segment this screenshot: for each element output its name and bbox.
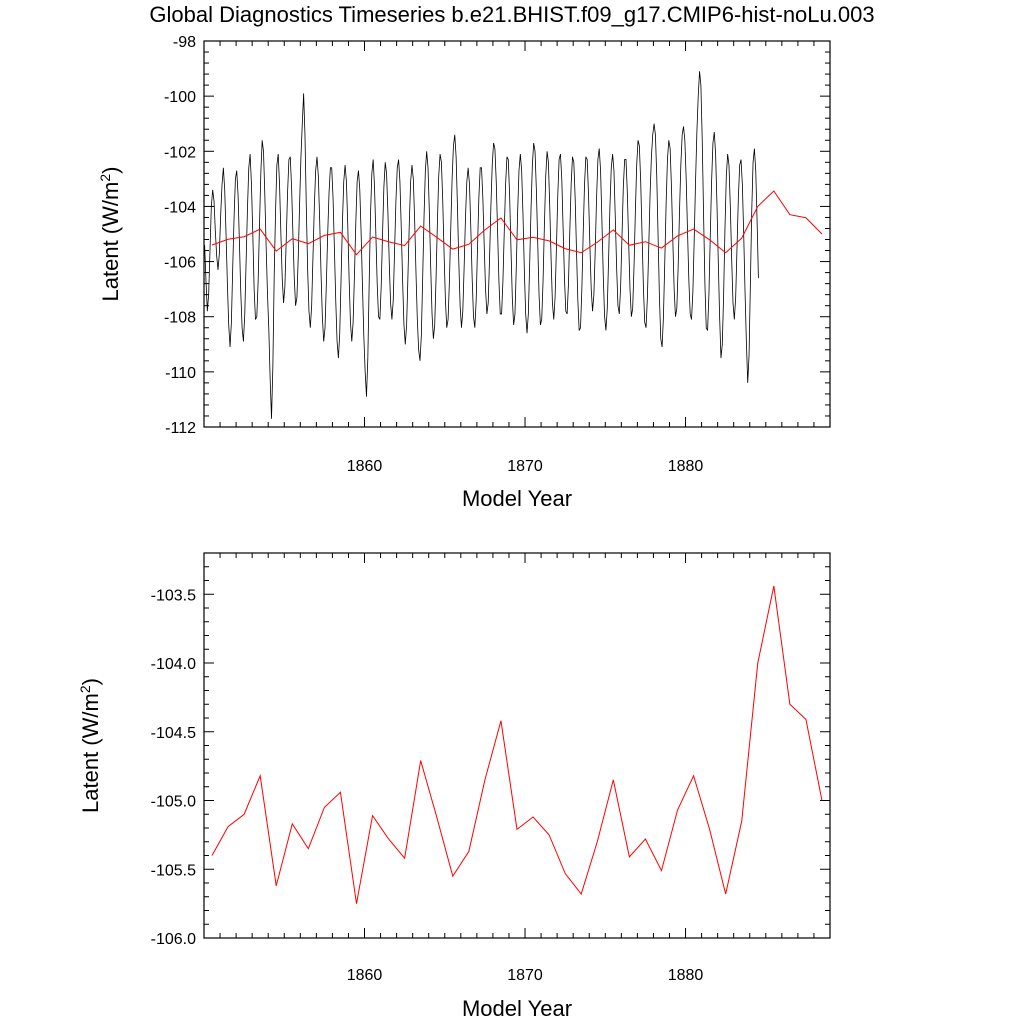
x-tick-label: 1870 xyxy=(507,967,543,984)
x-axis-title: Model Year xyxy=(462,996,572,1021)
x-axis-title: Model Year xyxy=(462,486,572,511)
y-tick-label: -100 xyxy=(164,89,196,106)
plot-frame xyxy=(203,40,831,428)
x-tick-label: 1880 xyxy=(668,458,704,475)
y-tick-label: -102 xyxy=(164,144,196,161)
y-tick-label: -104 xyxy=(164,199,196,216)
x-tick-label: 1870 xyxy=(507,458,543,475)
page-title: Global Diagnostics Timeseries b.e21.BHIS… xyxy=(149,2,875,27)
y-tick-label: -105.5 xyxy=(151,862,196,879)
x-tick-label: 1880 xyxy=(668,967,704,984)
y-tick-label: -98 xyxy=(173,34,196,51)
y-axis-title: Latent (W/m2) xyxy=(97,167,123,302)
y-tick-label: -105.0 xyxy=(151,794,196,811)
y-tick-label: -110 xyxy=(165,365,196,382)
y-tick-label: -103.5 xyxy=(151,587,196,604)
y-tick-label: -106 xyxy=(164,255,196,272)
y-axis-title: Latent (W/m2) xyxy=(77,678,103,813)
series-line-annual xyxy=(211,190,823,256)
y-tick-label: -108 xyxy=(164,310,196,327)
series-line-annual xyxy=(211,585,823,904)
bottom-panel: 1860 1870 1880 -103.5 -104.0 -104.5 -105.0 -105… xyxy=(77,552,831,1021)
y-tick-label: -104.0 xyxy=(151,656,196,673)
series-line-monthly xyxy=(204,71,759,419)
top-panel: 1860 1870 1880 -98 -100 -102 -104 -106 -108 -110 -… xyxy=(97,34,831,511)
x-tick-label: 1860 xyxy=(347,967,383,984)
y-tick-label: -106.0 xyxy=(151,931,196,948)
y-tick-label: -104.5 xyxy=(151,725,196,742)
y-tick-label: -112 xyxy=(165,420,196,437)
plot-frame xyxy=(203,552,831,939)
x-tick-label: 1860 xyxy=(347,458,383,475)
